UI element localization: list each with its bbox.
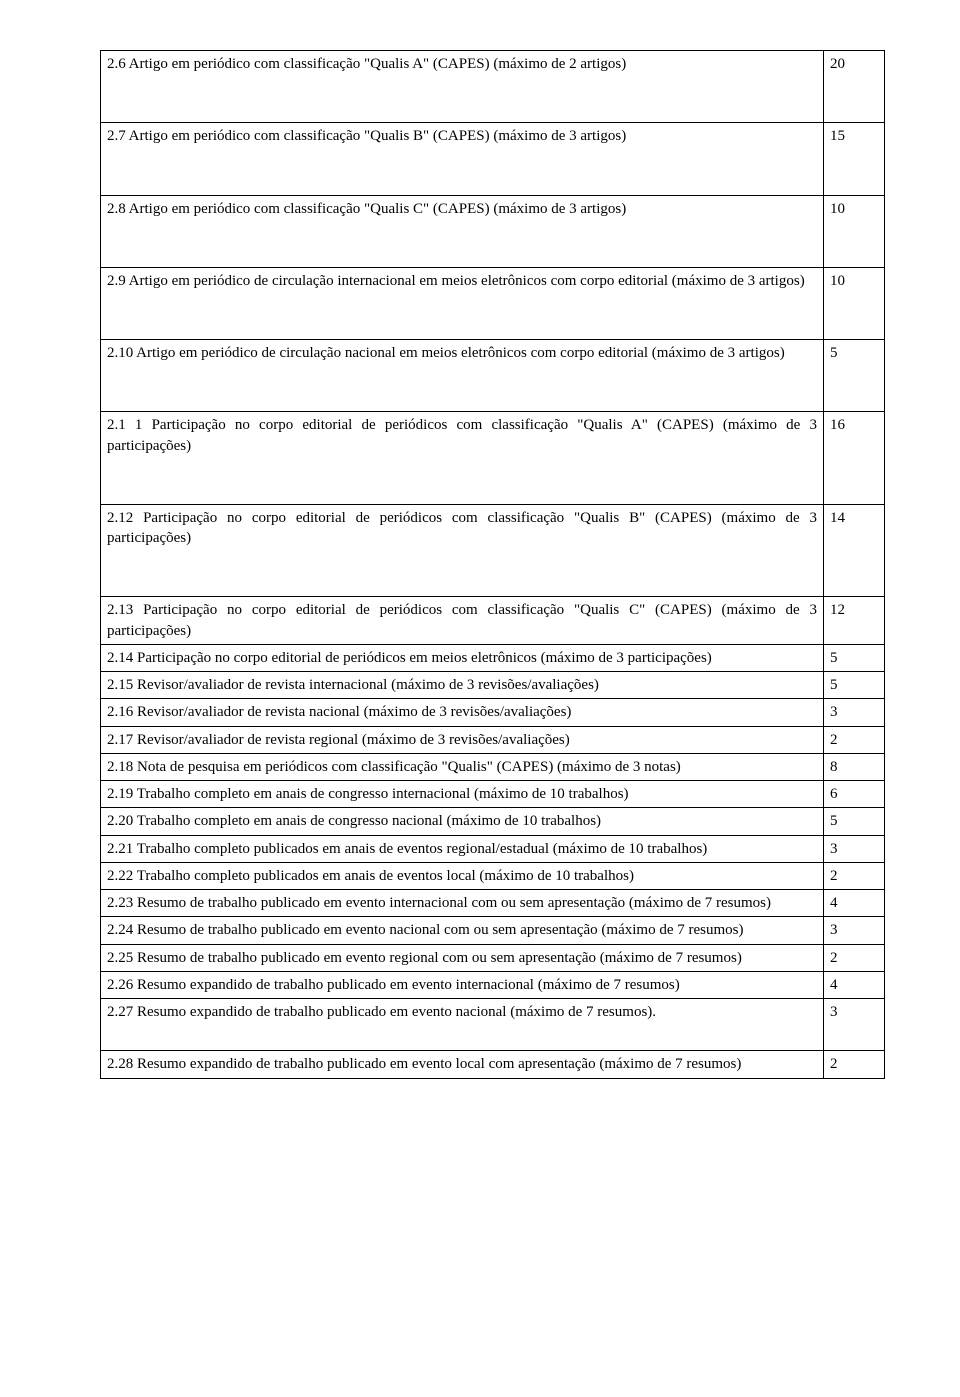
criteria-points: 8 bbox=[824, 753, 885, 780]
criteria-description: 2.19 Trabalho completo em anais de congr… bbox=[101, 781, 824, 808]
table-row: 2.1 1 Participação no corpo editorial de… bbox=[101, 412, 885, 505]
criteria-points: 3 bbox=[824, 699, 885, 726]
table-row: 2.12 Participação no corpo editorial de … bbox=[101, 504, 885, 597]
criteria-points: 10 bbox=[824, 195, 885, 267]
criteria-points: 5 bbox=[824, 672, 885, 699]
criteria-description: 2.26 Resumo expandido de trabalho public… bbox=[101, 971, 824, 998]
criteria-description: 2.18 Nota de pesquisa em periódicos com … bbox=[101, 753, 824, 780]
criteria-description: 2.23 Resumo de trabalho publicado em eve… bbox=[101, 890, 824, 917]
criteria-points: 3 bbox=[824, 835, 885, 862]
criteria-description: 2.10 Artigo em periódico de circulação n… bbox=[101, 340, 824, 412]
criteria-points: 5 bbox=[824, 808, 885, 835]
table-row: 2.7 Artigo em periódico com classificaçã… bbox=[101, 123, 885, 195]
table-row: 2.17 Revisor/avaliador de revista region… bbox=[101, 726, 885, 753]
criteria-points: 2 bbox=[824, 862, 885, 889]
table-row: 2.28 Resumo expandido de trabalho public… bbox=[101, 1051, 885, 1078]
criteria-description: 2.22 Trabalho completo publicados em ana… bbox=[101, 862, 824, 889]
table-row: 2.23 Resumo de trabalho publicado em eve… bbox=[101, 890, 885, 917]
criteria-points: 10 bbox=[824, 267, 885, 339]
criteria-description: 2.9 Artigo em periódico de circulação in… bbox=[101, 267, 824, 339]
criteria-description: 2.16 Revisor/avaliador de revista nacion… bbox=[101, 699, 824, 726]
criteria-points: 5 bbox=[824, 340, 885, 412]
criteria-description: 2.6 Artigo em periódico com classificaçã… bbox=[101, 51, 824, 123]
criteria-description: 2.14 Participação no corpo editorial de … bbox=[101, 644, 824, 671]
scoring-table: 2.6 Artigo em periódico com classificaçã… bbox=[100, 50, 885, 1079]
table-row: 2.25 Resumo de trabalho publicado em eve… bbox=[101, 944, 885, 971]
criteria-points: 16 bbox=[824, 412, 885, 505]
table-row: 2.9 Artigo em periódico de circulação in… bbox=[101, 267, 885, 339]
criteria-points: 12 bbox=[824, 597, 885, 645]
table-row: 2.19 Trabalho completo em anais de congr… bbox=[101, 781, 885, 808]
criteria-points: 4 bbox=[824, 890, 885, 917]
table-row: 2.14 Participação no corpo editorial de … bbox=[101, 644, 885, 671]
table-row: 2.15 Revisor/avaliador de revista intern… bbox=[101, 672, 885, 699]
criteria-points: 5 bbox=[824, 644, 885, 671]
criteria-description: 2.24 Resumo de trabalho publicado em eve… bbox=[101, 917, 824, 944]
criteria-description: 2.27 Resumo expandido de trabalho public… bbox=[101, 999, 824, 1051]
criteria-description: 2.1 1 Participação no corpo editorial de… bbox=[101, 412, 824, 505]
table-row: 2.8 Artigo em periódico com classificaçã… bbox=[101, 195, 885, 267]
criteria-description: 2.20 Trabalho completo em anais de congr… bbox=[101, 808, 824, 835]
criteria-description: 2.21 Trabalho completo publicados em ana… bbox=[101, 835, 824, 862]
criteria-description: 2.7 Artigo em periódico com classificaçã… bbox=[101, 123, 824, 195]
criteria-description: 2.12 Participação no corpo editorial de … bbox=[101, 504, 824, 597]
table-row: 2.10 Artigo em periódico de circulação n… bbox=[101, 340, 885, 412]
table-row: 2.21 Trabalho completo publicados em ana… bbox=[101, 835, 885, 862]
criteria-description: 2.8 Artigo em periódico com classificaçã… bbox=[101, 195, 824, 267]
criteria-points: 6 bbox=[824, 781, 885, 808]
criteria-points: 3 bbox=[824, 999, 885, 1051]
criteria-description: 2.15 Revisor/avaliador de revista intern… bbox=[101, 672, 824, 699]
criteria-points: 2 bbox=[824, 726, 885, 753]
table-row: 2.24 Resumo de trabalho publicado em eve… bbox=[101, 917, 885, 944]
table-row: 2.22 Trabalho completo publicados em ana… bbox=[101, 862, 885, 889]
criteria-points: 2 bbox=[824, 1051, 885, 1078]
criteria-description: 2.25 Resumo de trabalho publicado em eve… bbox=[101, 944, 824, 971]
table-row: 2.26 Resumo expandido de trabalho public… bbox=[101, 971, 885, 998]
criteria-points: 20 bbox=[824, 51, 885, 123]
criteria-description: 2.28 Resumo expandido de trabalho public… bbox=[101, 1051, 824, 1078]
table-row: 2.6 Artigo em periódico com classificaçã… bbox=[101, 51, 885, 123]
table-row: 2.18 Nota de pesquisa em periódicos com … bbox=[101, 753, 885, 780]
criteria-points: 15 bbox=[824, 123, 885, 195]
criteria-description: 2.13 Participação no corpo editorial de … bbox=[101, 597, 824, 645]
criteria-points: 14 bbox=[824, 504, 885, 597]
criteria-points: 3 bbox=[824, 917, 885, 944]
table-row: 2.13 Participação no corpo editorial de … bbox=[101, 597, 885, 645]
table-row: 2.16 Revisor/avaliador de revista nacion… bbox=[101, 699, 885, 726]
criteria-points: 4 bbox=[824, 971, 885, 998]
criteria-description: 2.17 Revisor/avaliador de revista region… bbox=[101, 726, 824, 753]
table-row: 2.27 Resumo expandido de trabalho public… bbox=[101, 999, 885, 1051]
criteria-points: 2 bbox=[824, 944, 885, 971]
document-page: 2.6 Artigo em periódico com classificaçã… bbox=[0, 0, 960, 1119]
table-row: 2.20 Trabalho completo em anais de congr… bbox=[101, 808, 885, 835]
